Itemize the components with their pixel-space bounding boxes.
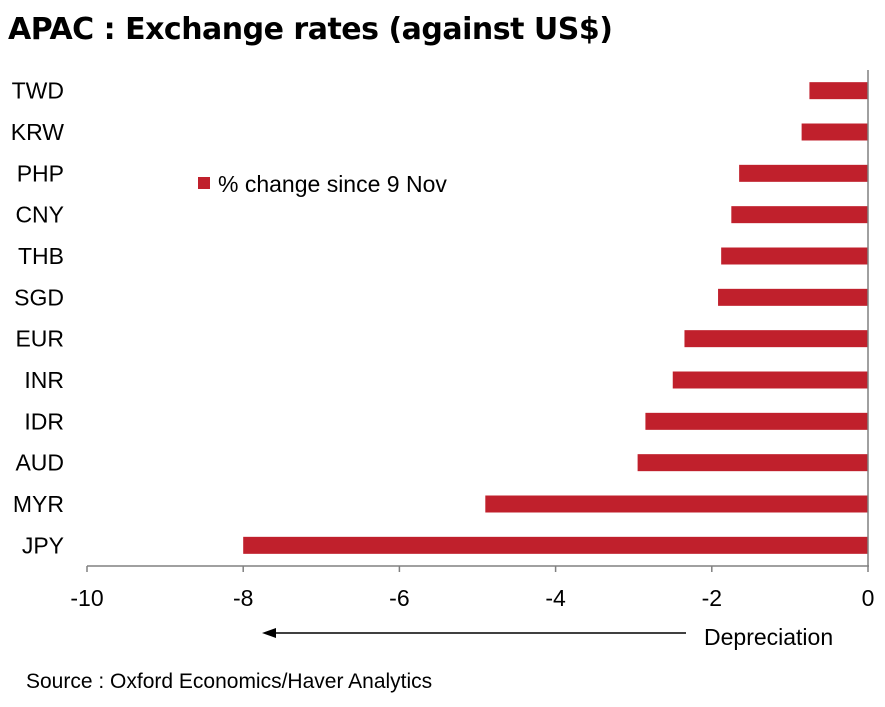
x-tick-label: -2 <box>702 585 722 611</box>
category-label-inr: INR <box>24 367 64 393</box>
legend-swatch <box>198 177 210 189</box>
category-label-idr: IDR <box>24 408 64 434</box>
category-label-myr: MYR <box>13 491 64 517</box>
bar-aud <box>637 454 868 472</box>
bar-inr <box>672 371 868 389</box>
bar-cny <box>731 206 868 224</box>
x-tick-label: -10 <box>70 585 103 611</box>
legend-label: % change since 9 Nov <box>218 171 447 197</box>
category-label-cny: CNY <box>15 202 64 228</box>
category-label-aud: AUD <box>15 450 64 476</box>
bar-eur <box>684 330 868 348</box>
category-label-thb: THB <box>18 243 64 269</box>
category-label-php: PHP <box>17 160 64 186</box>
category-label-twd: TWD <box>12 78 64 104</box>
depreciation-label: Depreciation <box>704 624 833 650</box>
category-label-eur: EUR <box>15 326 64 352</box>
arrow-left-icon <box>262 628 276 638</box>
category-label-jpy: JPY <box>22 532 64 558</box>
bar-sgd <box>718 288 868 306</box>
x-tick-label: -6 <box>389 585 409 611</box>
bar-myr <box>485 495 868 513</box>
bar-idr <box>645 412 868 430</box>
category-label-krw: KRW <box>11 119 65 145</box>
chart-title: APAC : Exchange rates (against US$) <box>8 12 613 47</box>
category-label-sgd: SGD <box>14 284 64 310</box>
bar-thb <box>721 247 868 265</box>
x-tick-label: -4 <box>545 585 566 611</box>
bar-jpy <box>243 536 868 554</box>
bar-krw <box>801 123 868 141</box>
bar-twd <box>809 82 868 100</box>
x-tick-label: 0 <box>862 585 875 611</box>
bar-php <box>739 164 868 182</box>
x-tick-label: -8 <box>233 585 253 611</box>
source-note: Source : Oxford Economics/Haver Analytic… <box>26 670 433 693</box>
